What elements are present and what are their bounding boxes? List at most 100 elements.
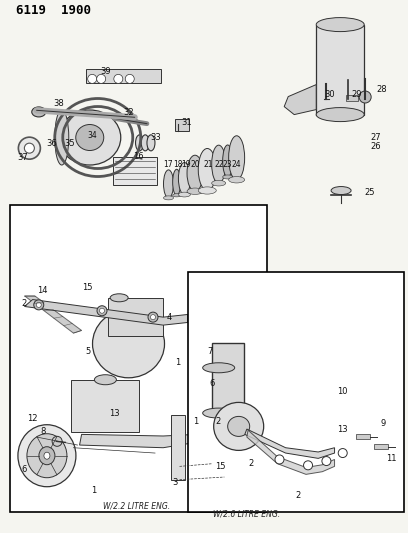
Circle shape [322,457,331,465]
Text: 14: 14 [38,286,48,295]
Circle shape [97,75,106,83]
Bar [71,379,140,432]
Ellipse shape [164,196,173,200]
Ellipse shape [198,149,216,190]
Text: 12: 12 [27,414,38,423]
Text: 9: 9 [381,419,386,428]
Circle shape [114,75,123,83]
Circle shape [151,314,155,320]
Polygon shape [245,429,335,458]
Ellipse shape [76,125,104,150]
Text: 21: 21 [203,160,213,168]
Text: 29: 29 [351,91,361,99]
Bar [375,443,388,449]
Ellipse shape [178,163,191,195]
Bar [316,25,364,115]
Ellipse shape [94,375,116,385]
Ellipse shape [39,447,55,465]
Ellipse shape [223,175,233,179]
Text: 8: 8 [40,427,46,436]
Circle shape [34,300,44,310]
Text: 1: 1 [91,486,96,495]
Text: 24: 24 [232,160,242,168]
Ellipse shape [223,145,233,177]
Ellipse shape [93,310,164,378]
Text: 3: 3 [173,478,178,487]
Text: 25: 25 [364,189,375,197]
Text: 16: 16 [133,152,144,160]
Text: 13: 13 [337,425,348,433]
Bar [212,343,244,413]
Polygon shape [80,434,204,448]
Text: 2: 2 [295,491,300,500]
Ellipse shape [187,155,203,191]
Text: 10: 10 [337,387,348,396]
Text: 34: 34 [87,132,97,140]
Bar [175,118,189,131]
Ellipse shape [228,136,245,180]
Text: 1: 1 [175,358,180,367]
Text: W/2.6 LITRE ENG.: W/2.6 LITRE ENG. [213,510,280,519]
Ellipse shape [212,180,226,186]
Ellipse shape [27,434,67,478]
Ellipse shape [316,18,364,31]
Circle shape [52,437,62,446]
Bar [346,95,357,101]
Text: 30: 30 [324,91,335,99]
Ellipse shape [141,135,149,151]
Text: 35: 35 [64,140,75,148]
Circle shape [18,137,40,159]
Ellipse shape [164,170,173,198]
Text: 22: 22 [215,160,224,168]
Ellipse shape [187,188,203,195]
Text: 15: 15 [215,462,226,471]
Text: 39: 39 [101,68,111,76]
Text: 20: 20 [190,160,200,168]
Circle shape [275,455,284,464]
Text: 4: 4 [167,313,172,321]
Polygon shape [247,430,335,474]
Ellipse shape [147,135,155,151]
Circle shape [100,308,104,313]
Circle shape [125,75,134,83]
Text: 7: 7 [207,348,213,356]
Ellipse shape [214,402,264,450]
Ellipse shape [228,416,250,437]
Text: 37: 37 [17,153,28,161]
Ellipse shape [203,363,235,373]
Polygon shape [24,296,82,333]
Text: 19: 19 [181,160,191,168]
Text: 23: 23 [223,160,233,168]
Text: 18: 18 [173,160,182,168]
Text: 17: 17 [164,160,173,168]
Text: 1: 1 [193,417,198,425]
Circle shape [338,449,347,457]
Bar [171,415,185,480]
Circle shape [88,75,97,83]
Polygon shape [284,85,316,115]
Bar [86,69,161,83]
Circle shape [359,91,371,103]
Bar [10,205,267,512]
Ellipse shape [44,452,50,459]
Ellipse shape [331,187,351,195]
Text: 13: 13 [109,409,120,417]
Ellipse shape [173,169,181,195]
Text: 2: 2 [216,417,221,425]
Ellipse shape [228,176,245,183]
Text: 5: 5 [85,348,90,356]
Text: 38: 38 [54,100,64,108]
Text: 33: 33 [151,133,161,142]
Circle shape [24,143,34,153]
Bar [108,298,163,336]
Circle shape [304,461,313,470]
Circle shape [97,306,107,316]
Text: 28: 28 [376,85,387,94]
Ellipse shape [32,107,46,117]
Bar [188,272,404,512]
Text: 32: 32 [123,109,134,117]
Ellipse shape [178,192,191,197]
Text: 36: 36 [46,140,57,148]
Text: 6: 6 [21,465,27,473]
Text: 6119  1900: 6119 1900 [16,4,91,17]
